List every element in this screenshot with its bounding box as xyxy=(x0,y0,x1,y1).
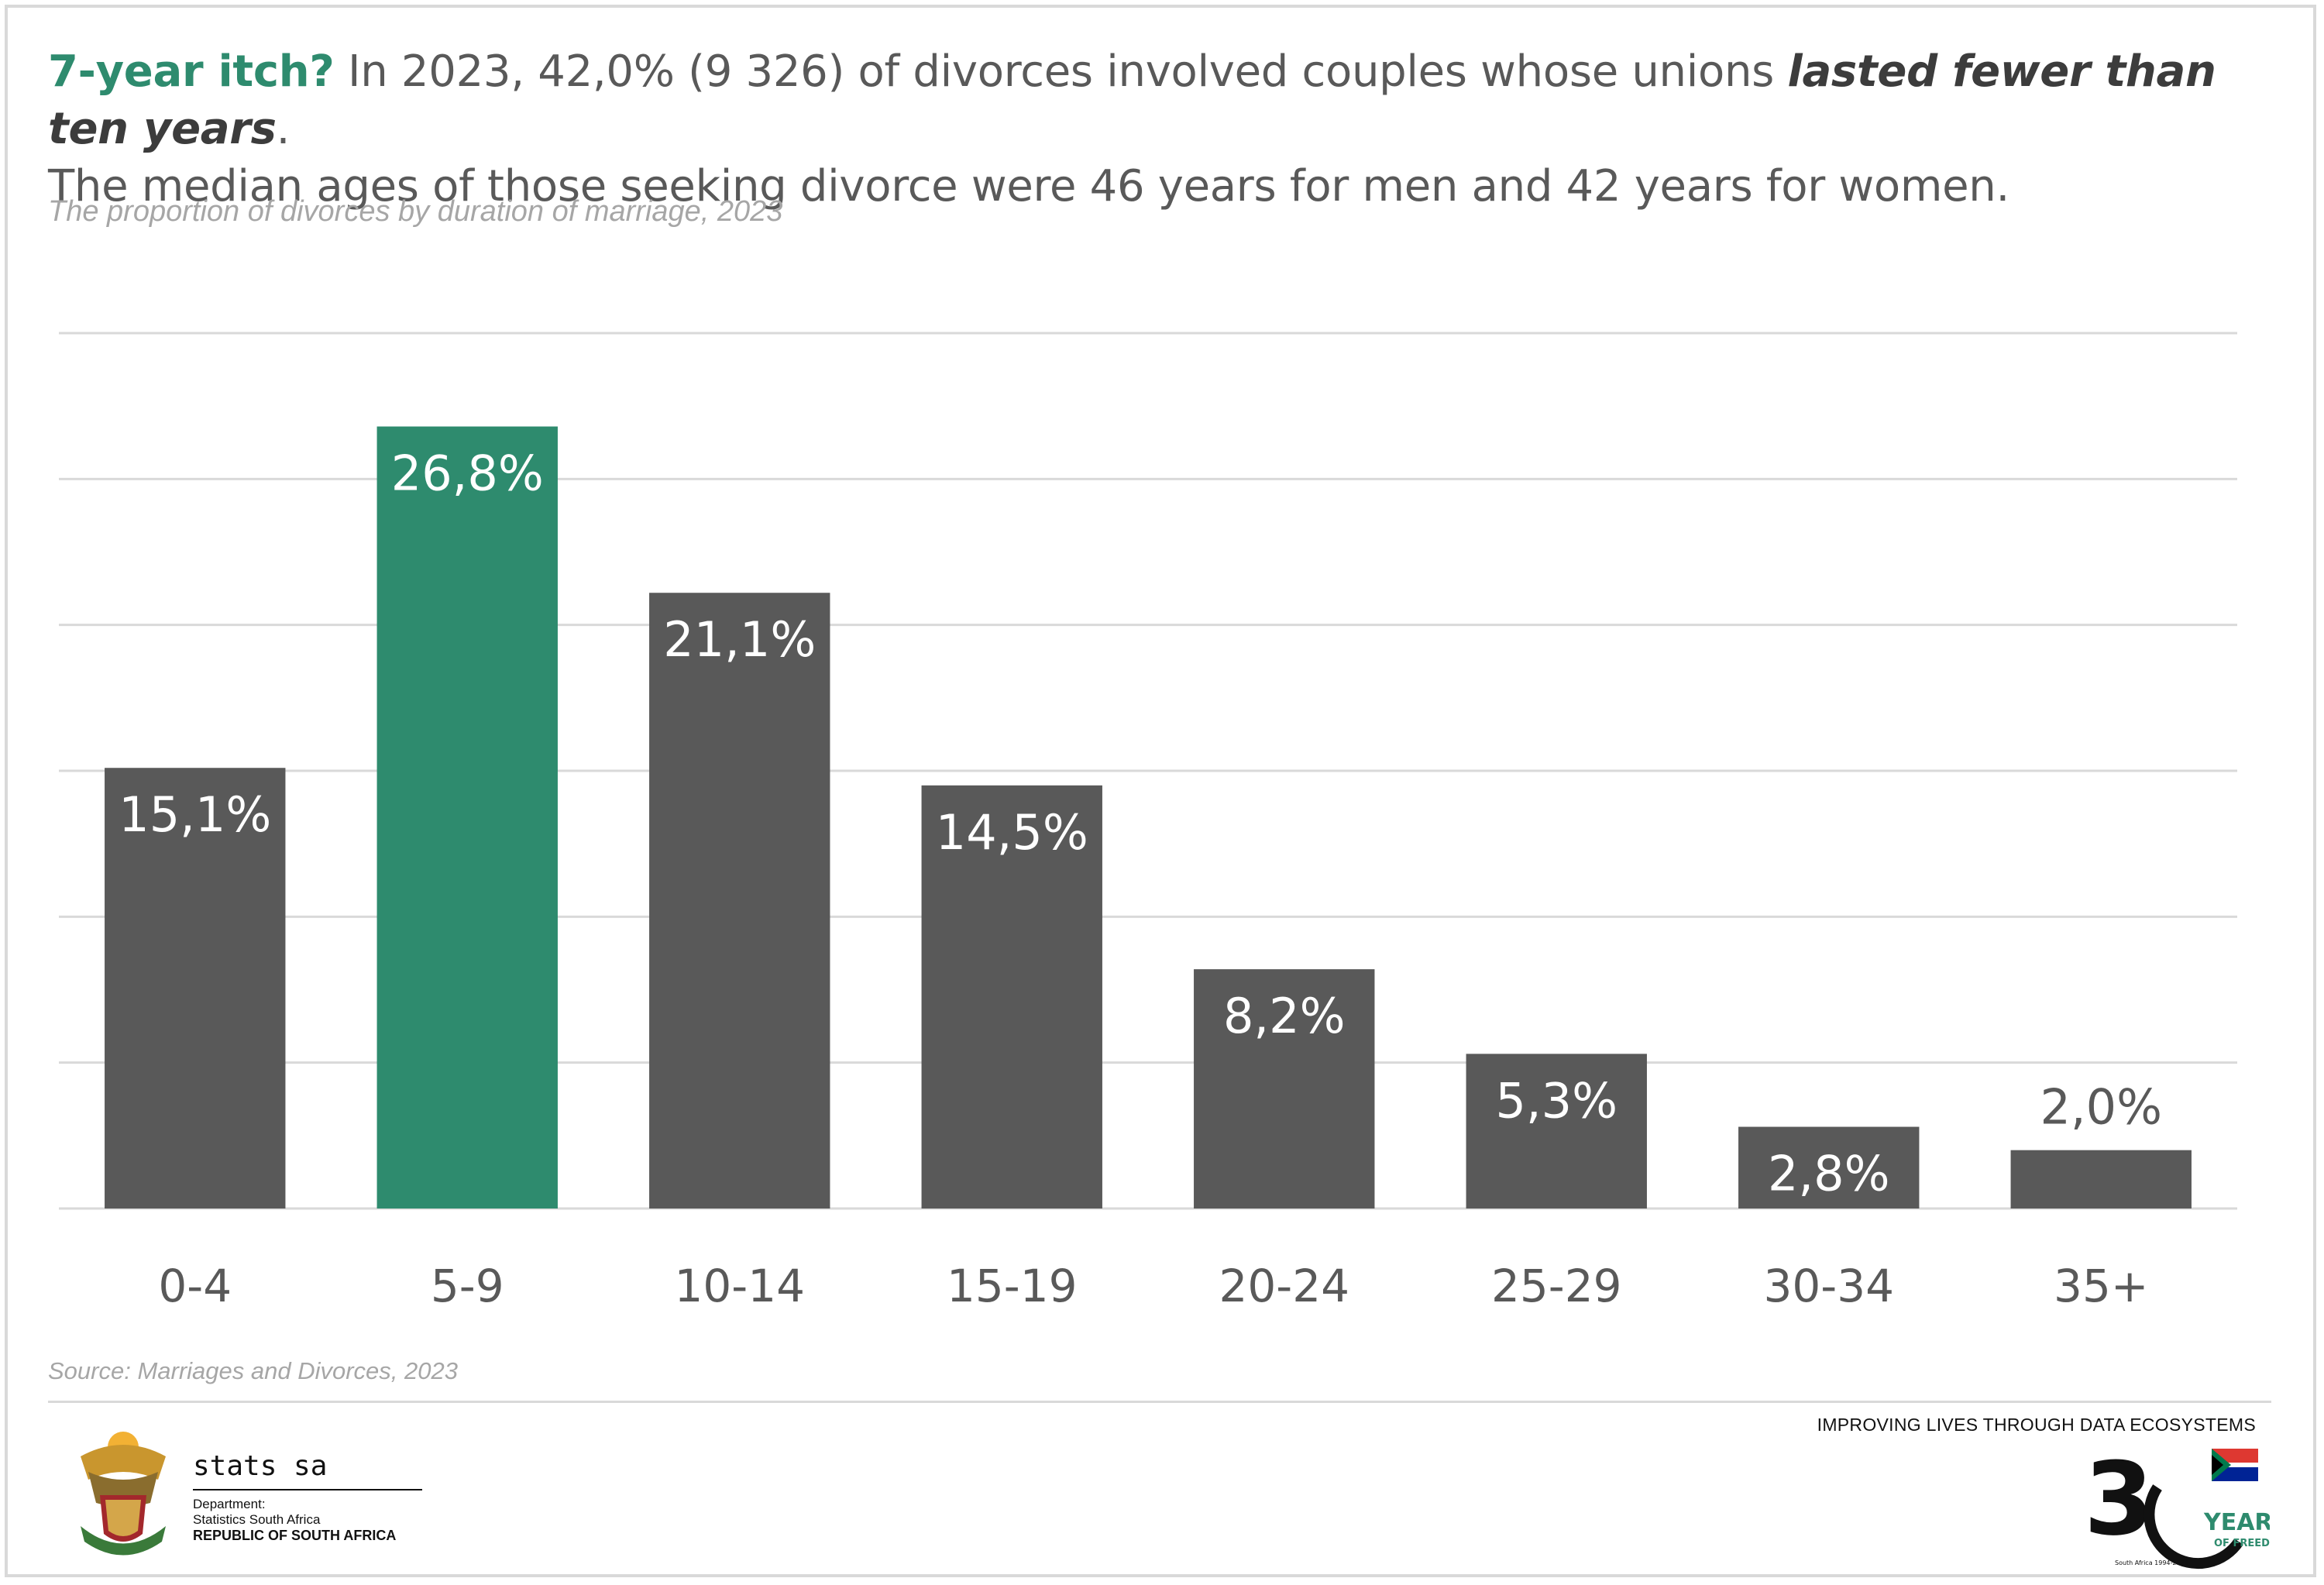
x-tick-label: 20-24 xyxy=(1219,1260,1349,1312)
figure-frame xyxy=(5,5,2316,1577)
data-label-20-24: 8,2% xyxy=(1223,988,1346,1044)
x-tick-label: 15-19 xyxy=(947,1260,1078,1312)
data-label-5-9: 26,8% xyxy=(391,445,544,502)
anniv-years: YEARS xyxy=(2203,1509,2270,1536)
dept-line-1: Department: xyxy=(193,1497,266,1511)
anniv-freedom: OF FREEDOM xyxy=(2214,1538,2270,1549)
headline-lead: 7-year itch? xyxy=(48,46,335,97)
org-name: stats sa xyxy=(193,1450,328,1482)
bar-15-19 xyxy=(921,785,1102,1209)
anniv-arc-text: South Africa 1994-2024 xyxy=(2115,1559,2188,1566)
headline-line-1: 7-year itch? In 2023, 42,0% (9 326) of d… xyxy=(48,43,2295,158)
x-tick-label: 35+ xyxy=(2054,1260,2148,1312)
svg-text:3: 3 xyxy=(2084,1441,2154,1558)
bar-5-9 xyxy=(376,426,558,1209)
x-tick-label: 30-34 xyxy=(1763,1260,1894,1312)
data-label-30-34: 2,8% xyxy=(1768,1146,1890,1202)
bar-35+ xyxy=(2010,1150,2192,1209)
data-label-35+: 2,0% xyxy=(2040,1079,2162,1136)
dept-line-2: Statistics South Africa xyxy=(193,1512,321,1527)
headline: 7-year itch? In 2023, 42,0% (9 326) of d… xyxy=(48,43,2295,215)
bar-chart: 15,1% 0-4 26,8% 5-9 21,1% 10-14 14,5% 15-19 8,2%… xyxy=(59,332,2237,1312)
south-africa-flag-icon xyxy=(2212,1449,2258,1481)
headline-emphasis: lasted fewer than ten years xyxy=(48,46,2216,154)
footer-divider xyxy=(48,1401,2271,1403)
data-label-10-14: 21,1% xyxy=(663,611,816,668)
bar-10-14 xyxy=(649,593,830,1209)
headline-text: In 2023, 42,0% (9 326) of divorces invol… xyxy=(334,46,1788,97)
dept-line-3: REPUBLIC OF SOUTH AFRICA xyxy=(193,1528,397,1543)
thirty-years-of-freedom-logo: 3 YEARS OF FREEDOM South Africa 1994-202… xyxy=(2084,1441,2270,1570)
org-name-rule xyxy=(193,1489,422,1490)
bar-25-29 xyxy=(1466,1054,1647,1209)
data-label-25-29: 5,3% xyxy=(1495,1072,1618,1129)
data-label-15-19: 14,5% xyxy=(936,804,1088,861)
x-tick-label: 25-29 xyxy=(1491,1260,1622,1312)
data-label-0-4: 15,1% xyxy=(119,786,271,843)
tagline: IMPROVING LIVES THROUGH DATA ECOSYSTEMS xyxy=(1817,1415,2256,1435)
x-tick-label: 5-9 xyxy=(431,1260,504,1312)
headline-end: . xyxy=(276,104,290,154)
bar-0-4 xyxy=(105,768,286,1209)
bar-30-34 xyxy=(1738,1126,1920,1209)
x-tick-label: 0-4 xyxy=(158,1260,232,1312)
headline-line-2: The median ages of those seeking divorce… xyxy=(48,161,2009,211)
source-note: Source: Marriages and Divorces, 2023 xyxy=(48,1357,458,1384)
coat-of-arms-icon xyxy=(81,1432,166,1556)
bar-20-24 xyxy=(1194,969,1375,1209)
x-tick-label: 10-14 xyxy=(674,1260,805,1312)
chart-title: The proportion of divorces by duration o… xyxy=(48,195,783,228)
statssa-logo: stats sa Department: Statistics South Af… xyxy=(65,1425,445,1565)
